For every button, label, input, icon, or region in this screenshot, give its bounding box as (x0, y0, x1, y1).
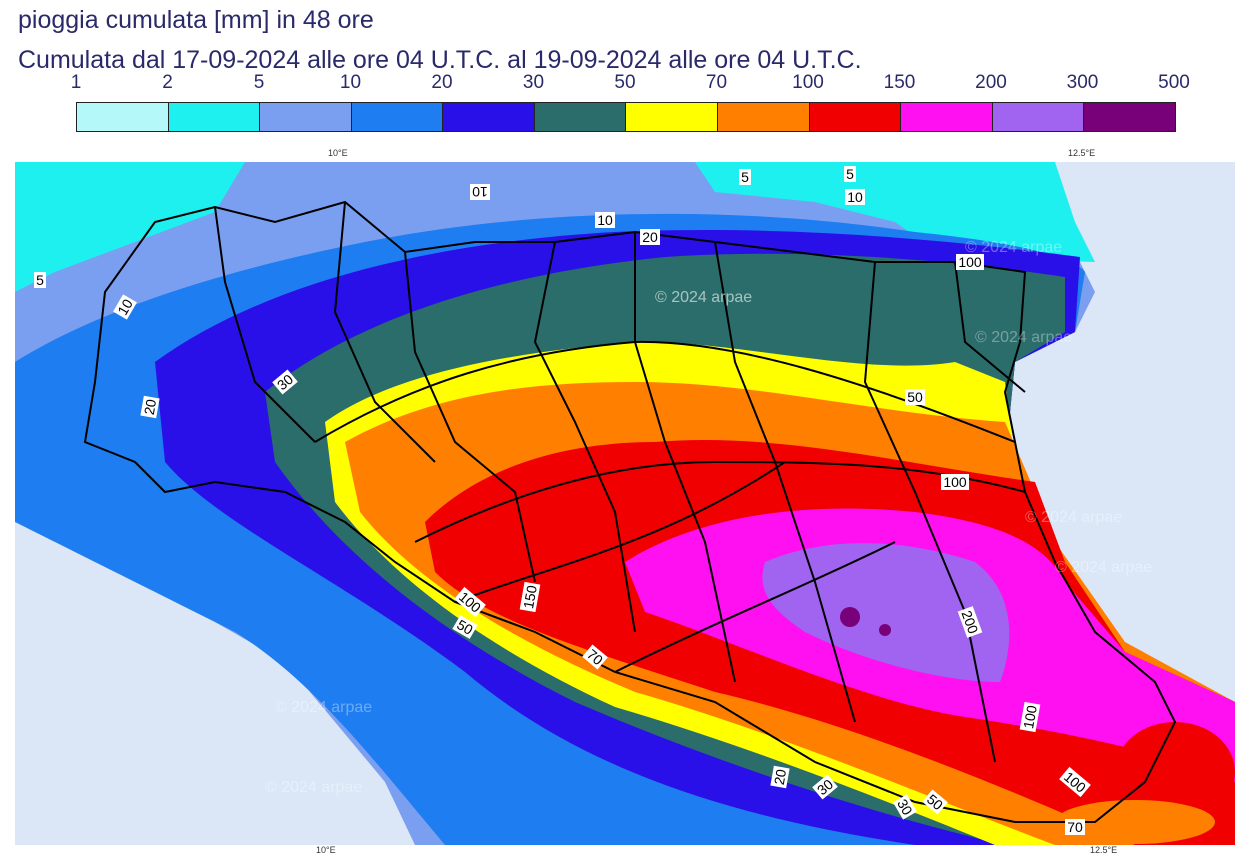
contour-label: 50 (905, 389, 925, 405)
legend-label: 150 (883, 72, 916, 93)
sea-left (15, 502, 415, 845)
contour-label: 20 (770, 765, 790, 789)
svg-text:20: 20 (771, 768, 789, 786)
legend-label: 10 (339, 72, 362, 93)
cyan-top (695, 162, 1095, 262)
lon-tick-top: 12.5°E (1068, 148, 1096, 158)
orange-southeast (1055, 800, 1215, 844)
contour-label: 100 (941, 474, 969, 490)
lon-tick-bottom: 12.5°E (1090, 845, 1118, 855)
watermark: © 2024 arpae (275, 699, 372, 716)
contour-label: 20 (140, 395, 160, 419)
svg-text:5: 5 (846, 166, 854, 182)
contour-label: 30 (812, 774, 838, 800)
svg-text:5: 5 (36, 272, 44, 288)
contour-label: 5 (739, 169, 751, 185)
svg-text:10: 10 (847, 189, 863, 205)
svg-text:20: 20 (642, 229, 658, 245)
legend-label: 200 (975, 72, 1007, 93)
legend-label: 5 (253, 72, 265, 93)
lon-tick-bottom: 10°E (316, 845, 336, 855)
legend-swatch (260, 103, 352, 131)
watermarks: © 2024 arpae © 2024 arpae © 2024 arpae © 20… (265, 239, 1152, 796)
legend-label: 500 (1158, 72, 1190, 93)
legend-swatch (1084, 103, 1175, 131)
svg-text:50: 50 (907, 389, 923, 405)
legend-swatch (809, 103, 902, 131)
legend-swatch (626, 103, 719, 131)
legend-swatch (992, 103, 1085, 131)
svg-text:200: 200 (958, 608, 981, 636)
contour-label: 30 (893, 794, 917, 820)
red-southeast (1115, 722, 1235, 822)
legend-swatch (351, 103, 444, 131)
legend-label: 1 (70, 72, 82, 93)
legend-swatch (77, 103, 169, 131)
legend-label: 2 (162, 72, 173, 93)
legend-label: 20 (431, 72, 453, 93)
contour-label: 10 (470, 184, 490, 200)
watermark: © 2024 arpae (1025, 509, 1122, 526)
watermark: © 2024 arpae (655, 289, 752, 306)
legend-label: 300 (1066, 72, 1099, 93)
contour-label: 10 (595, 212, 615, 228)
svg-text:100: 100 (1020, 704, 1040, 730)
band-200-300 (762, 543, 1010, 682)
contour-label: 50 (922, 789, 948, 815)
map-title: pioggia cumulata [mm] in 48 ore (18, 6, 374, 34)
svg-text:100: 100 (958, 254, 982, 270)
rainfall-map: 5105102030501001501005070100200100100705… (15, 162, 1235, 845)
legend-label: 30 (522, 72, 545, 93)
contour-label: 10 (845, 189, 865, 205)
watermark: © 2024 arpae (965, 239, 1062, 256)
svg-text:150: 150 (520, 584, 540, 610)
band-300-500 (840, 607, 860, 627)
svg-text:20: 20 (141, 398, 159, 416)
catchment-boundaries (83, 200, 1177, 823)
watermark: © 2024 arpae (265, 779, 362, 796)
contour-labels: 5105102030501001501005070100200100100705… (34, 166, 1091, 835)
contour-label: 30 (272, 369, 298, 395)
legend-label: 50 (614, 72, 636, 93)
contour-label: 70 (582, 644, 608, 670)
band-300-500 (879, 624, 891, 636)
legend-swatch (443, 103, 535, 131)
contour-label: 5 (844, 166, 856, 182)
map-subtitle: Cumulata dal 17-09-2024 alle ore 04 U.T.… (18, 46, 862, 74)
contour-label: 20 (640, 229, 660, 245)
legend-swatch (901, 103, 993, 131)
contour-label: 70 (1065, 819, 1085, 835)
watermark: © 2024 arpae (975, 329, 1072, 346)
svg-text:100: 100 (943, 474, 967, 490)
legend-label: 100 (792, 72, 824, 93)
contour-label: 100 (1019, 701, 1041, 733)
contour-label: 150 (519, 581, 541, 613)
contour-label: 50 (452, 615, 478, 639)
svg-text:5: 5 (741, 169, 749, 185)
lon-tick-top: 10°E (328, 148, 348, 158)
svg-text:10: 10 (597, 212, 613, 228)
legend-swatch (718, 103, 810, 131)
svg-text:10: 10 (472, 184, 488, 200)
legend-label: 70 (705, 72, 728, 93)
legend-swatch (534, 103, 627, 131)
legend-swatch (168, 103, 261, 131)
watermark: © 2024 arpae (1055, 559, 1152, 576)
color-legend (76, 102, 1176, 132)
watermark: © 2024 arpae (655, 289, 752, 306)
contour-label: 200 (957, 606, 983, 638)
cyan-topleft (15, 162, 245, 292)
contour-label: 5 (34, 272, 46, 288)
contour-label: 100 (956, 254, 984, 270)
svg-text:70: 70 (1067, 819, 1083, 835)
svg-text:50: 50 (454, 616, 476, 638)
svg-text:10: 10 (114, 296, 136, 318)
svg-text:30: 30 (894, 796, 916, 818)
contour-label: 10 (113, 294, 137, 320)
